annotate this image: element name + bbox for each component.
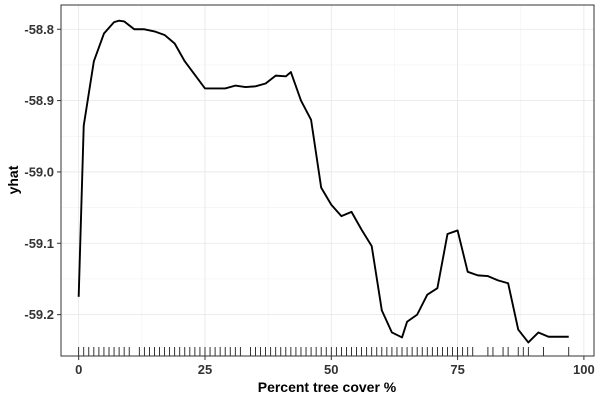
y-tick-label: -59.0 [24,164,54,179]
x-tick-label: 75 [450,362,464,377]
x-tick-label: 25 [198,362,212,377]
y-tick-label: -59.1 [24,236,54,251]
plot-border [60,4,595,357]
grid-major [61,5,594,356]
x-tick-label: 0 [75,362,82,377]
y-axis-title: yhat [5,165,21,194]
rug-marks [78,347,570,356]
x-axis-title: Percent tree cover % [258,379,397,395]
x-axis: 0 25 50 75 100 [75,356,595,377]
series-line [77,19,569,344]
grid-minor [61,5,594,356]
x-tick-label: 50 [324,362,338,377]
y-tick-label: -59.2 [24,307,54,322]
y-tick-label: -58.8 [24,22,54,37]
y-tick-label: -58.9 [24,93,54,108]
y-axis: -58.8 -58.9 -59.0 -59.1 -59.2 [24,22,61,322]
x-tick-label: 100 [573,362,595,377]
